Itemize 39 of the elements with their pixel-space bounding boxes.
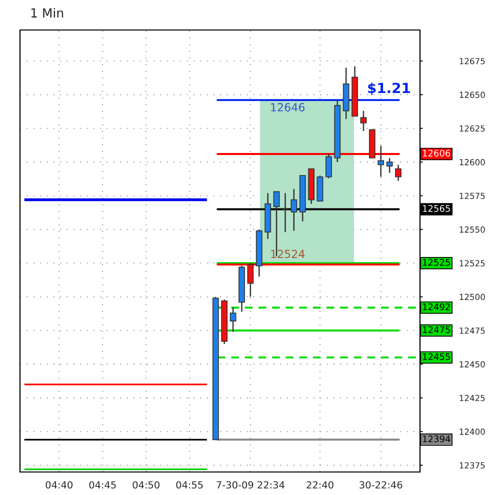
x-tick-label: 04:50 [132, 481, 160, 489]
candlestick [282, 192, 288, 233]
candlestick [386, 157, 393, 174]
y-tick-label: 12425 [460, 394, 485, 402]
chart-title: 1 Min [31, 8, 64, 18]
y-tick-label: 12550 [460, 226, 485, 233]
ref-line-label: 12475 [422, 326, 450, 334]
candlestick [395, 164, 402, 182]
x-tick-label: 22:40 [306, 481, 334, 489]
x-tick-label: 30-22:46 [360, 481, 402, 489]
x-tick-label: 7-30-09 22:34 [216, 481, 284, 489]
candlestick [378, 145, 384, 178]
y-tick-label: 12525 [460, 260, 485, 266]
annotation: 12646 [271, 103, 305, 112]
ref-line-label: 12455 [422, 353, 450, 360]
y-tick-label: 12400 [460, 428, 485, 435]
y-tick-label: 12450 [460, 361, 485, 368]
x-tick-label: 04:55 [176, 481, 203, 489]
y-tick-label: 12375 [460, 462, 485, 469]
ref-line-label: 12606 [422, 150, 450, 157]
ref-line-label: 12565 [422, 205, 450, 212]
y-tick-label: 12625 [460, 125, 485, 132]
candlestick [247, 262, 254, 298]
ref-line-label: 12525 [422, 258, 450, 266]
y-tick-label: 12650 [460, 92, 485, 98]
ref-line-label: 12492 [422, 303, 450, 310]
x-tick-label: 04:45 [89, 481, 116, 489]
y-tick-label: 12600 [460, 159, 485, 166]
x-tick-label: 04:40 [46, 481, 72, 489]
y-tick-label: 12675 [460, 58, 485, 64]
annotation: $1.21 [368, 82, 410, 96]
y-tick-label: 12500 [460, 294, 485, 300]
candlestick [360, 110, 367, 132]
candlestick [290, 188, 298, 232]
candlestick [325, 153, 332, 179]
y-tick-label: 12475 [460, 327, 485, 334]
y-tick-label: 12575 [460, 192, 485, 200]
candlestick [230, 306, 236, 332]
ref-line-label: 12394 [422, 435, 450, 442]
